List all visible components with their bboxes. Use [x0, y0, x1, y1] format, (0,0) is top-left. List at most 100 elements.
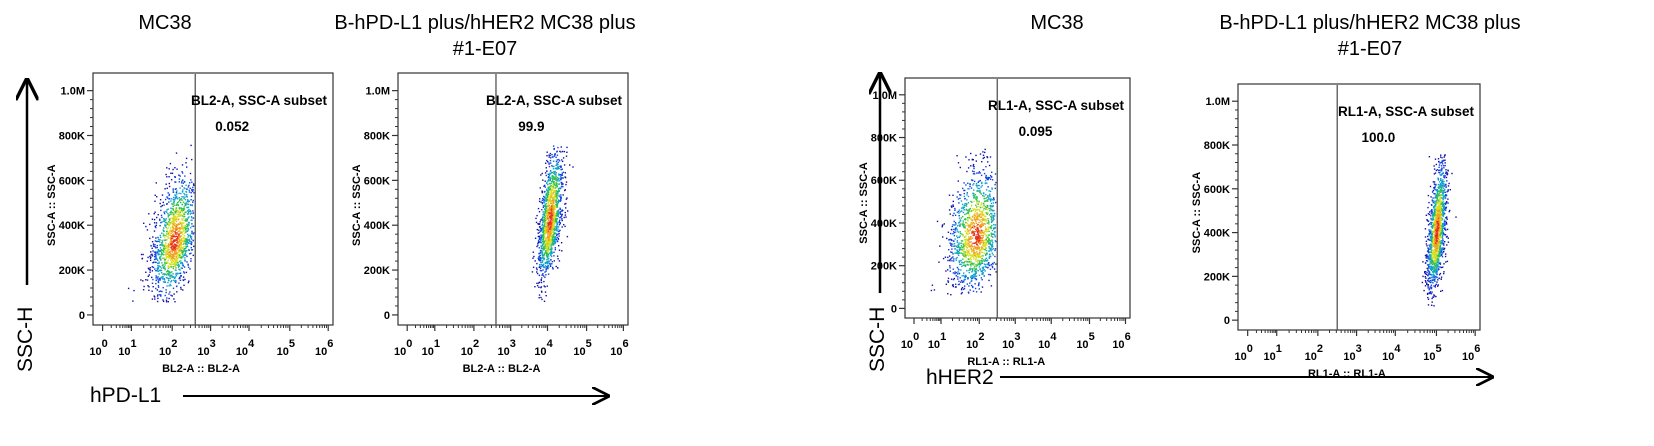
data-point — [550, 236, 552, 238]
data-point — [541, 228, 544, 230]
data-point — [978, 180, 980, 182]
data-point — [161, 245, 163, 247]
data-point — [162, 264, 164, 266]
data-point — [556, 255, 559, 257]
data-point — [558, 187, 561, 189]
data-point — [190, 219, 192, 221]
data-point — [178, 178, 181, 180]
data-point — [963, 244, 965, 246]
data-point — [984, 206, 987, 208]
data-point — [990, 176, 993, 178]
data-point — [548, 177, 551, 179]
data-point — [973, 234, 976, 236]
data-point — [554, 195, 556, 197]
data-point — [179, 248, 181, 250]
data-point — [172, 215, 174, 217]
data-point — [980, 270, 982, 272]
data-point — [991, 240, 993, 242]
data-point — [164, 234, 166, 237]
data-point — [551, 171, 553, 174]
data-point — [973, 227, 975, 229]
data-point — [967, 255, 970, 257]
data-point — [957, 252, 959, 255]
data-point — [1440, 207, 1443, 210]
data-point — [960, 200, 963, 202]
data-point — [984, 223, 986, 225]
data-point — [968, 211, 970, 213]
data-point — [560, 213, 562, 215]
data-point — [979, 249, 981, 252]
data-point — [154, 256, 156, 258]
data-point — [185, 162, 187, 164]
data-point — [549, 232, 552, 234]
data-point — [182, 233, 184, 236]
data-point — [554, 206, 556, 208]
data-point — [544, 238, 547, 240]
data-point — [986, 178, 988, 180]
data-point — [542, 211, 544, 213]
data-point — [961, 275, 963, 277]
data-point — [181, 223, 183, 226]
data-point — [956, 228, 958, 230]
data-point — [187, 228, 189, 230]
data-point — [973, 254, 975, 257]
data-point — [178, 265, 181, 267]
data-point — [1451, 172, 1453, 175]
data-point — [147, 256, 149, 259]
data-point — [1435, 195, 1438, 197]
data-point — [553, 204, 555, 206]
data-point — [544, 199, 546, 202]
data-point — [975, 259, 977, 261]
data-point — [960, 252, 963, 254]
data-point — [541, 260, 544, 262]
data-point — [181, 256, 183, 258]
data-point — [543, 232, 545, 234]
data-point — [181, 180, 183, 183]
data-point — [565, 181, 568, 183]
data-point — [546, 197, 548, 199]
data-point — [160, 267, 163, 269]
data-point — [964, 251, 966, 253]
data-point — [1424, 271, 1427, 273]
data-point — [542, 229, 544, 231]
data-point — [181, 243, 183, 246]
data-point — [553, 147, 555, 150]
data-point — [986, 213, 988, 215]
data-point — [974, 218, 976, 221]
data-point — [178, 240, 180, 242]
data-point — [977, 240, 980, 242]
data-point — [557, 163, 559, 166]
data-point — [983, 204, 985, 206]
data-point — [547, 265, 549, 267]
data-point — [158, 253, 161, 256]
data-point — [184, 196, 186, 198]
data-point — [166, 251, 168, 253]
data-point — [1438, 181, 1441, 183]
data-point — [186, 201, 188, 203]
data-point — [183, 240, 185, 243]
data-point — [992, 216, 995, 218]
data-point — [561, 150, 564, 153]
data-point — [564, 172, 567, 174]
data-point — [972, 249, 975, 252]
data-point — [175, 244, 177, 246]
data-point — [977, 260, 980, 262]
data-point — [1437, 158, 1440, 160]
data-point — [162, 250, 165, 252]
data-point — [1444, 162, 1446, 164]
data-point — [966, 254, 968, 256]
data-point — [539, 187, 541, 189]
data-point — [559, 219, 561, 221]
data-point — [974, 275, 976, 278]
data-point — [158, 262, 160, 264]
data-point — [551, 227, 553, 230]
data-point — [154, 298, 156, 300]
data-point — [538, 258, 540, 260]
data-point — [544, 276, 546, 278]
data-point — [554, 198, 556, 200]
data-point — [983, 217, 985, 220]
data-point — [165, 173, 167, 176]
data-point — [1440, 290, 1442, 292]
x-tick-label: 104 — [1038, 331, 1057, 351]
data-point — [973, 262, 975, 265]
